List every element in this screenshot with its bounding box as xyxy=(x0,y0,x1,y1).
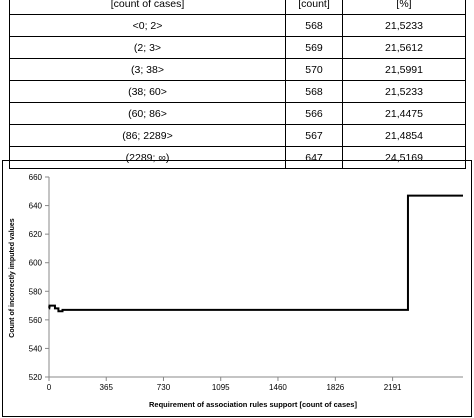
series-line xyxy=(48,194,463,313)
cell-percent: 21,4475 xyxy=(342,102,466,125)
axes xyxy=(2,160,472,417)
table-row: (60; 86> 566 21,4475 xyxy=(9,102,466,125)
table-row: <0; 2> 568 21,5233 xyxy=(9,14,466,37)
y-axis-label: Count of incorrectly imputed values xyxy=(9,218,16,338)
table-row: (3; 38> 570 21,5991 xyxy=(9,58,466,81)
x-axis-label: Requirement of association rules support… xyxy=(149,400,357,409)
cell-count: 568 xyxy=(285,14,343,37)
y-tick-label: 600 xyxy=(29,259,43,268)
cell-count: 568 xyxy=(285,80,343,103)
x-tick-label: 0 xyxy=(47,383,52,392)
x-tick-label: 730 xyxy=(157,383,171,392)
table-row: (2; 3> 569 21,5612 xyxy=(9,36,466,59)
step-line-chart: 520 540 560 580 600 620 640 660 0 365 730 1095 1460… xyxy=(2,160,472,417)
table-header-row: [count of cases] [count] [%] xyxy=(9,0,466,15)
table-row: (38; 60> 568 21,5233 xyxy=(9,80,466,103)
y-tick-label: 560 xyxy=(29,316,43,325)
chart-frame xyxy=(2,160,472,417)
y-tick-label: 660 xyxy=(29,173,43,182)
cell-percent: 21,5991 xyxy=(342,58,466,81)
y-tick-label: 540 xyxy=(29,344,43,353)
cell-percent: 21,4854 xyxy=(342,124,466,147)
x-tick-label: 2191 xyxy=(384,383,402,392)
cell-percent: 21,5612 xyxy=(342,36,466,59)
y-tick-label: 520 xyxy=(29,373,43,382)
x-tick-label: 1095 xyxy=(212,383,230,392)
x-tick-label: 1460 xyxy=(269,383,287,392)
cell-interval: (38; 60> xyxy=(9,80,286,103)
y-tick-label: 640 xyxy=(29,202,43,211)
cell-count: 567 xyxy=(285,124,343,147)
x-tick-labels: 0 365 730 1095 1460 1826 2191 xyxy=(47,383,402,392)
header-percent: [%] xyxy=(342,0,466,15)
cell-interval: (2; 3> xyxy=(9,36,286,59)
y-tick-labels: 520 540 560 580 600 620 640 660 xyxy=(29,173,43,382)
support-interval-table: [count of cases] [count] [%] <0; 2> 568 21… xyxy=(9,0,466,169)
x-tick-label: 1826 xyxy=(326,383,344,392)
cell-interval: (3; 38> xyxy=(9,58,286,81)
header-count: [count] xyxy=(285,0,343,15)
y-tick-label: 620 xyxy=(29,230,43,239)
cell-interval: (60; 86> xyxy=(9,102,286,125)
cell-percent: 21,5233 xyxy=(342,14,466,37)
cell-interval: <0; 2> xyxy=(9,14,286,37)
cell-interval: (86; 2289> xyxy=(9,124,286,147)
cell-count: 570 xyxy=(285,58,343,81)
cell-percent: 21,5233 xyxy=(342,80,466,103)
x-tick-label: 365 xyxy=(100,383,114,392)
y-tick-label: 580 xyxy=(29,287,43,296)
cell-count: 566 xyxy=(285,102,343,125)
header-interval: [count of cases] xyxy=(9,0,286,15)
cell-count: 569 xyxy=(285,36,343,59)
table-row: (86; 2289> 567 21,4854 xyxy=(9,124,466,147)
